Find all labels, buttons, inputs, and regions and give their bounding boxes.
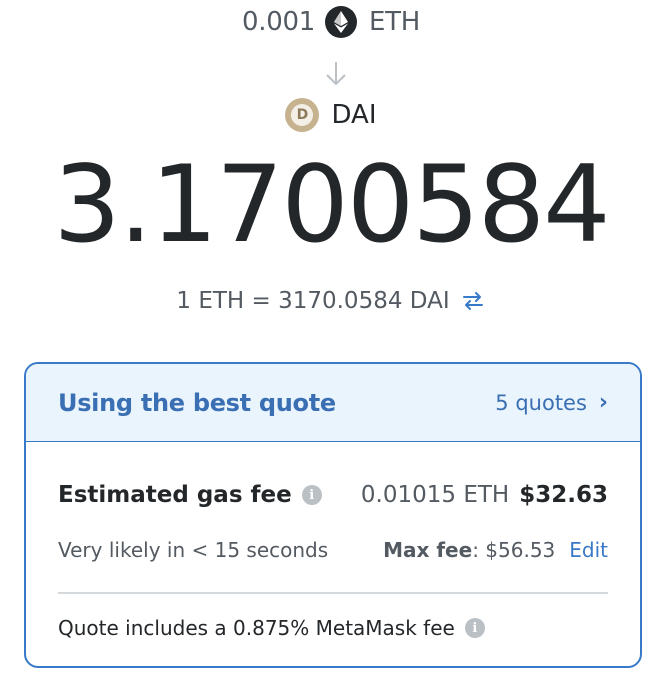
max-fee: Max fee : $56.53 Edit <box>383 538 608 562</box>
received-amount: 3.1700584 <box>53 143 610 266</box>
max-fee-value: : $56.53 <box>472 538 556 562</box>
gas-fee-label-wrap: Estimated gas fee i <box>58 482 322 508</box>
quote-card: Using the best quote 5 quotes › Estimate… <box>24 362 642 668</box>
timing-row: Very likely in < 15 seconds Max fee : $5… <box>58 538 608 562</box>
edit-gas-link[interactable]: Edit <box>569 538 608 562</box>
quotes-count: 5 quotes <box>495 390 587 415</box>
dai-icon: D <box>285 98 320 132</box>
to-symbol: DAI <box>331 100 377 130</box>
gas-info-icon[interactable]: i <box>301 485 322 505</box>
eth-icon <box>324 6 357 38</box>
gas-fee-eth: 0.01015 ETH <box>360 482 510 508</box>
best-quote-title: Using the best quote <box>58 388 336 417</box>
quote-card-header: Using the best quote 5 quotes › <box>26 364 640 442</box>
arrow-down-icon <box>326 62 346 86</box>
gas-fee-values: 0.01015 ETH $32.63 <box>361 482 608 508</box>
fee-note-text: Quote includes a 0.875% MetaMask fee <box>58 616 455 640</box>
from-token-row: 0.001 ETH <box>0 6 662 38</box>
gas-fee-usd: $32.63 <box>519 482 608 508</box>
exchange-rate: 1 ETH = 3170.0584 DAI <box>0 288 662 314</box>
chevron-right-icon: › <box>598 390 608 415</box>
metamask-fee-note: Quote includes a 0.875% MetaMask fee i <box>58 616 485 640</box>
max-fee-label: Max fee <box>383 538 473 562</box>
likely-time: Very likely in < 15 seconds <box>58 538 329 562</box>
to-token-row: D DAI <box>0 98 662 132</box>
gas-fee-label: Estimated gas fee <box>58 482 292 508</box>
fee-info-icon[interactable]: i <box>464 618 485 638</box>
from-amount: 0.001 <box>242 7 315 37</box>
divider <box>58 592 608 594</box>
view-quotes-link[interactable]: 5 quotes › <box>495 390 608 415</box>
gas-fee-row: Estimated gas fee i 0.01015 ETH $32.63 <box>58 482 608 508</box>
swap-rate-icon[interactable] <box>460 288 486 314</box>
exchange-rate-text: 1 ETH = 3170.0584 DAI <box>176 288 450 314</box>
from-symbol: ETH <box>368 7 420 37</box>
